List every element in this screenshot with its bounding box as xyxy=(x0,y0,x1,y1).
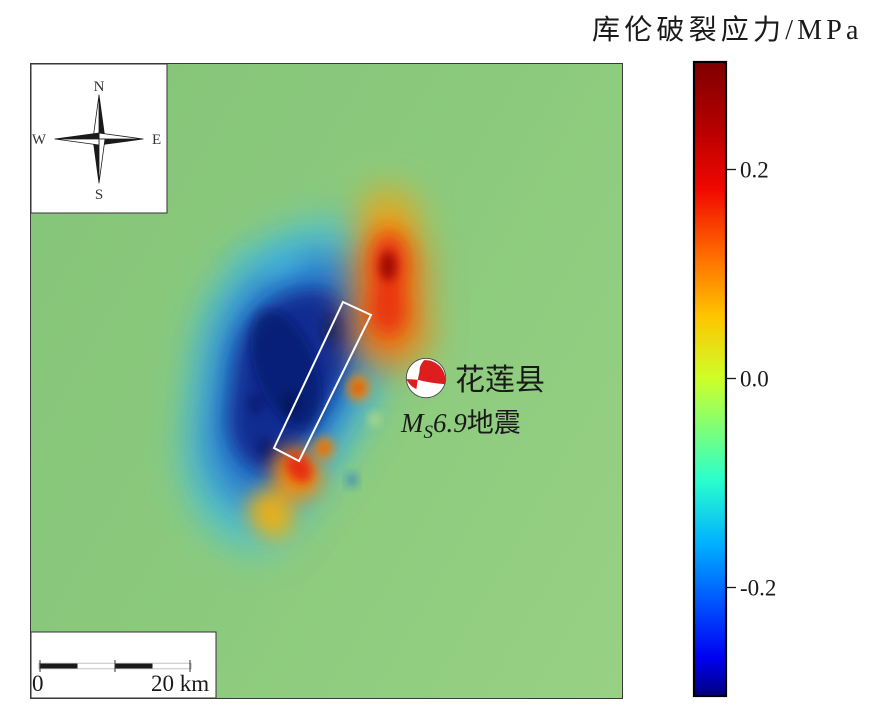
svg-text:0: 0 xyxy=(32,671,44,696)
svg-text:20 km: 20 km xyxy=(151,671,209,696)
svg-text:0.0: 0.0 xyxy=(740,367,769,392)
svg-text:MS6.9地震: MS6.9地震 xyxy=(400,408,521,443)
svg-text:N: N xyxy=(94,79,105,95)
svg-text:-0.2: -0.2 xyxy=(740,576,776,601)
svg-text:E: E xyxy=(152,132,161,148)
svg-text:0.2: 0.2 xyxy=(740,158,769,183)
svg-text:花莲县: 花莲县 xyxy=(455,364,545,397)
svg-text:W: W xyxy=(32,132,47,148)
svg-text:S: S xyxy=(95,187,103,203)
